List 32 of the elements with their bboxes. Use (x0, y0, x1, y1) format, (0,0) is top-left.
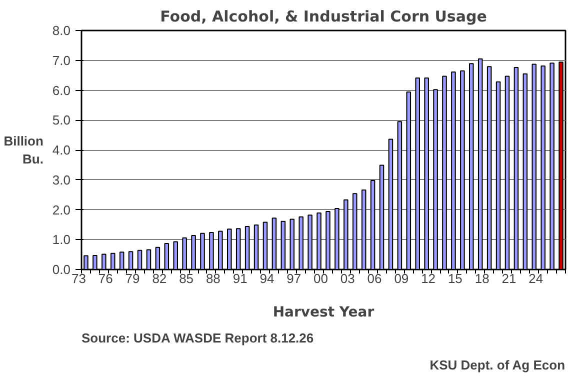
text: KSU Dept. of Ag Econ (430, 358, 566, 372)
source-note: Source: USDA WASDE Report 8.12.26 (82, 330, 314, 346)
x-tick-label: 09 (394, 271, 409, 286)
x-tick-label: 91 (232, 271, 248, 286)
x-tick-label: 97 (286, 271, 302, 286)
x-tick-label: 82 (152, 271, 167, 286)
x-tick-label: 94 (260, 271, 274, 286)
y-tick-label: 8.0 (52, 23, 71, 38)
x-tick-label: 18 (474, 271, 490, 286)
x-tick-label: 06 (367, 271, 382, 286)
y-tick-label: 1.0 (52, 232, 71, 248)
x-tick-label: 79 (125, 271, 140, 286)
x-axis-title: Harvest Year (272, 304, 374, 320)
x-tick-label: 15 (448, 271, 462, 286)
y-tick-label: 6.0 (52, 82, 71, 98)
y-tick-label: 5.0 (52, 112, 71, 128)
chart-title: Food, Alcohol, & Industrial Corn Usage (160, 8, 487, 26)
x-tick-label: 21 (502, 271, 516, 286)
x-tick-label: 00 (314, 271, 328, 286)
x-tick-label: 03 (340, 271, 355, 286)
x-tick-label: 73 (72, 271, 86, 286)
x-tick-label: 85 (179, 271, 194, 286)
x-tick-label: 76 (98, 271, 113, 286)
x-tick-label: 24 (528, 271, 544, 286)
y-tick-label: 0.0 (52, 262, 71, 277)
y-tick-label: 3.0 (52, 172, 71, 188)
x-tick-label: 88 (206, 271, 220, 286)
y-tick-label: 7.0 (52, 52, 71, 68)
x-tick-label: 12 (421, 271, 436, 286)
y-axis-title: Billion Bu. (4, 134, 44, 166)
y-tick-label: 2.0 (52, 202, 71, 218)
y-tick-label: 4.0 (52, 142, 71, 158)
